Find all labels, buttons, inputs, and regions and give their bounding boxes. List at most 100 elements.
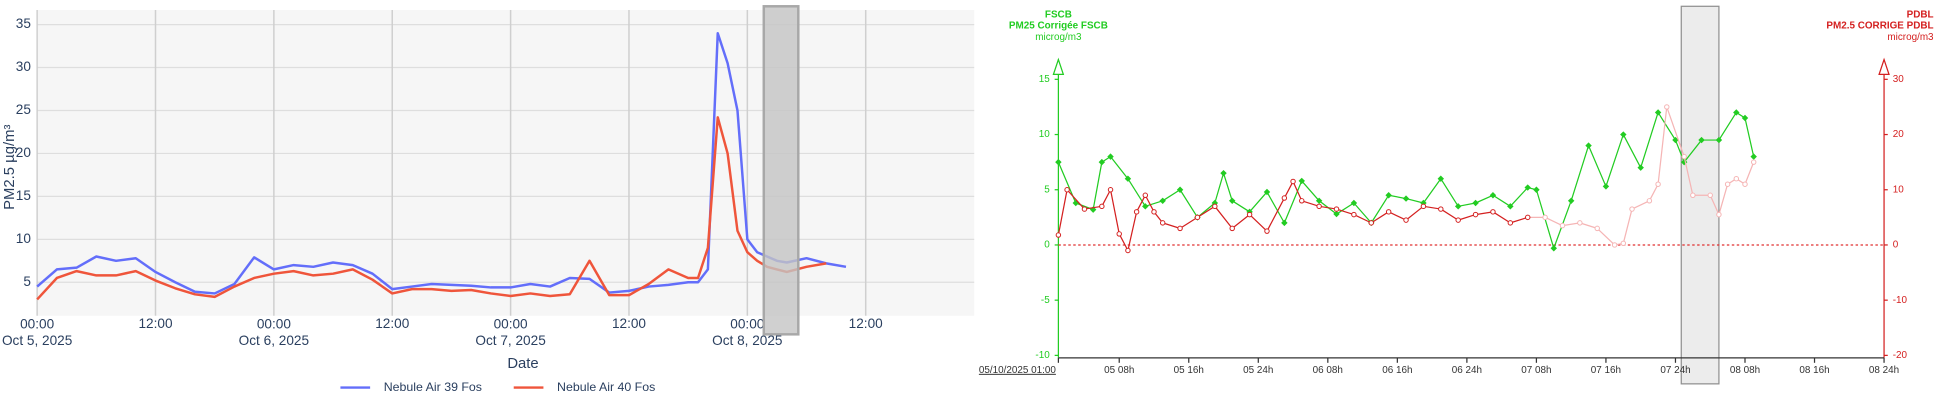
highlight-band	[762, 5, 800, 336]
point	[1402, 195, 1410, 202]
point	[1125, 247, 1131, 254]
point	[1750, 159, 1757, 165]
point	[1151, 209, 1157, 215]
x-tick-label: 07 16h	[1591, 365, 1621, 376]
y-tick-label: 15	[1039, 74, 1051, 85]
x-tick-label: 08 08h	[1730, 365, 1760, 376]
plot-background	[37, 10, 975, 316]
point	[1524, 184, 1531, 191]
point	[1159, 220, 1166, 226]
y2-tick-label: -20	[1893, 350, 1908, 361]
series-line	[36, 31, 847, 295]
point	[1212, 203, 1218, 210]
point	[1228, 197, 1236, 205]
point	[1316, 203, 1322, 210]
point	[1664, 104, 1670, 110]
point	[1490, 209, 1496, 215]
y-tick-label: 30	[16, 59, 32, 74]
y-tick-label: 25	[16, 102, 31, 117]
point	[1577, 220, 1583, 226]
y2-tick-label: 30	[1893, 74, 1905, 85]
point	[1438, 206, 1444, 212]
point	[1281, 195, 1288, 201]
point	[1542, 214, 1548, 221]
point	[1107, 153, 1114, 160]
y2-tick-label: 0	[1893, 240, 1899, 251]
point	[1611, 242, 1618, 248]
point	[1681, 153, 1687, 160]
point	[1290, 178, 1296, 185]
series-name: PM25 Corrigée FSCB	[1009, 21, 1108, 32]
point	[1716, 211, 1722, 218]
y-tick-label: 15	[16, 188, 31, 203]
point	[1159, 197, 1166, 205]
x-tick-label: 12:00	[375, 316, 409, 331]
point	[1194, 214, 1201, 221]
point	[1533, 186, 1540, 193]
point	[1594, 225, 1600, 232]
point	[1133, 209, 1140, 215]
x-tick-label: 00:00 Oct 6, 2025	[239, 316, 309, 347]
point	[1733, 175, 1740, 182]
point	[1220, 169, 1227, 177]
x-tick-label: 08 24h	[1869, 365, 1899, 376]
point	[1637, 164, 1644, 171]
point	[1741, 114, 1749, 122]
point	[1567, 197, 1575, 205]
point	[1655, 181, 1661, 187]
point	[1454, 203, 1462, 210]
x-tick-label: 12:00	[612, 316, 646, 331]
point	[1229, 225, 1235, 232]
legend-label: Nebule Air 40 Fos	[557, 380, 655, 394]
point	[1472, 199, 1479, 207]
point	[1620, 131, 1627, 138]
y-tick-label: 10	[1039, 129, 1051, 140]
legend-label: Nebule Air 39 Fos	[384, 380, 482, 394]
point	[1263, 188, 1271, 196]
point	[1385, 209, 1392, 215]
point	[1602, 183, 1610, 190]
point	[1281, 219, 1288, 227]
point	[1585, 142, 1592, 149]
point	[1750, 153, 1757, 160]
y2-tick-label: 20	[1893, 129, 1905, 140]
point	[1724, 181, 1731, 187]
point	[1698, 136, 1705, 144]
point	[1707, 192, 1713, 198]
y-tick-label: 5	[1044, 184, 1050, 195]
x-tick-label: 06 24h	[1452, 365, 1482, 376]
point	[1733, 109, 1740, 116]
x-tick-label: 12:00	[849, 316, 883, 331]
y-axis-arrow	[1052, 57, 1065, 75]
point	[1298, 177, 1305, 185]
point	[1264, 228, 1270, 234]
point	[1550, 245, 1558, 252]
series-line	[1057, 111, 1755, 249]
x-tick-label: 05 16h	[1174, 365, 1204, 376]
point	[1116, 231, 1122, 237]
y2-axis-arrow	[1878, 57, 1890, 75]
point	[1385, 192, 1392, 199]
point	[1177, 225, 1183, 232]
y2-tick-label: 10	[1893, 184, 1905, 195]
point	[1715, 136, 1723, 144]
x-tick-label: 07 24h	[1660, 365, 1690, 376]
y-tick-label: -5	[1041, 295, 1050, 306]
y-tick-label: -10	[1035, 350, 1050, 361]
point	[1124, 175, 1132, 182]
point	[1315, 197, 1323, 205]
point	[1437, 175, 1445, 182]
point	[1646, 198, 1653, 204]
point	[1351, 211, 1357, 218]
point	[1629, 206, 1635, 212]
point	[1672, 136, 1679, 144]
point	[1333, 206, 1340, 212]
point	[1524, 214, 1531, 221]
x-tick-label: 05 08h	[1104, 365, 1134, 376]
y-tick-label: 0	[1044, 240, 1050, 251]
point	[1507, 220, 1514, 226]
point	[1081, 206, 1088, 212]
y-axis-title: PM2.5 µg/m³	[2, 125, 18, 210]
point	[1350, 199, 1358, 207]
